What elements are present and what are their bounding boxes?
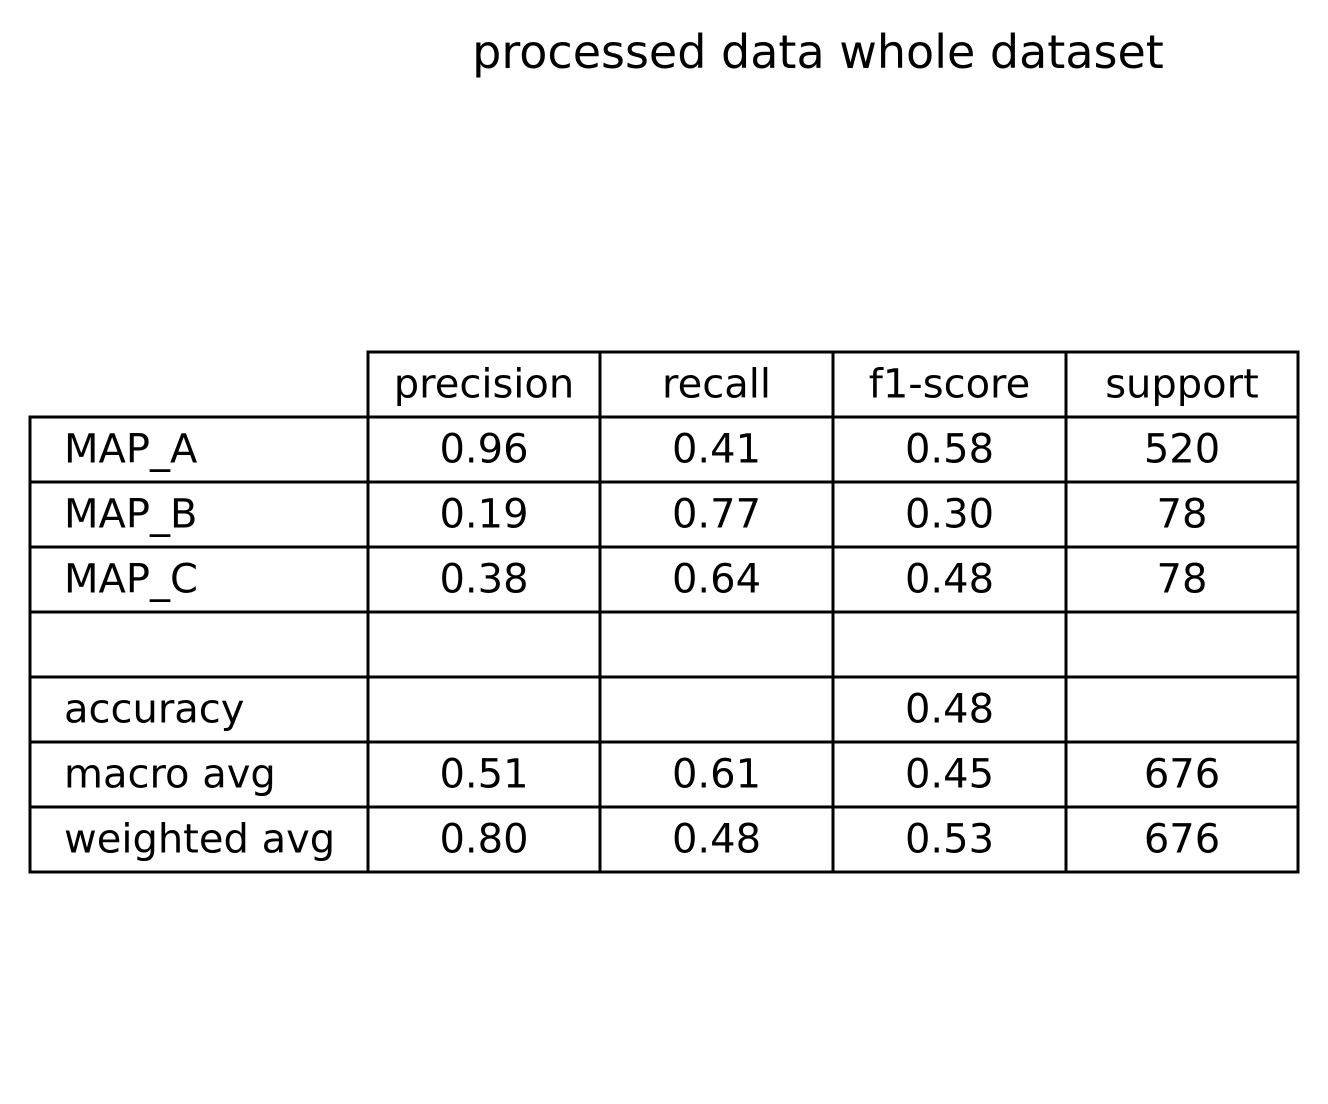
table-cell — [831, 610, 1068, 679]
table-cell — [598, 740, 835, 809]
column-header: f1-score — [869, 362, 1030, 408]
table-cell — [831, 415, 1068, 484]
table-cell — [1064, 545, 1300, 614]
table-cell — [598, 675, 835, 744]
row-label: accuracy — [64, 687, 244, 733]
cell-value: 0.48 — [905, 687, 994, 733]
cell-value: 78 — [1157, 492, 1208, 538]
table-cell — [1064, 415, 1300, 484]
cell-value: 0.80 — [439, 817, 528, 863]
cell-value: 78 — [1157, 557, 1208, 603]
cell-value: 0.53 — [905, 817, 994, 863]
cell-value: 0.41 — [672, 427, 761, 473]
table-cell — [366, 675, 602, 744]
column-header: precision — [394, 362, 574, 408]
table-cell — [831, 805, 1068, 874]
table-cell — [366, 545, 602, 614]
table-cell — [598, 545, 835, 614]
cell-value: 0.61 — [672, 752, 761, 798]
cell-value: 0.48 — [905, 557, 994, 603]
row-label-cell — [28, 610, 370, 679]
cell-value: 0.48 — [672, 817, 761, 863]
cell-value: 676 — [1144, 752, 1220, 798]
table-cell — [831, 545, 1068, 614]
cell-value: 0.58 — [905, 427, 994, 473]
row-label: weighted avg — [64, 817, 335, 863]
cell-value: 0.77 — [672, 492, 761, 538]
column-header: support — [1105, 362, 1259, 408]
row-label: MAP_B — [64, 492, 197, 538]
table-cell — [366, 610, 602, 679]
cell-value: 0.30 — [905, 492, 994, 538]
header-cell — [831, 350, 1068, 419]
header-cell — [598, 350, 835, 419]
cell-value: 0.64 — [672, 557, 761, 603]
header-cell — [366, 350, 602, 419]
table-cell — [831, 675, 1068, 744]
table-cell — [1064, 740, 1300, 809]
cell-value: 0.96 — [439, 427, 528, 473]
cell-value: 0.38 — [439, 557, 528, 603]
cell-value: 0.19 — [439, 492, 528, 538]
table-cell — [1064, 805, 1300, 874]
table-cell — [1064, 480, 1300, 549]
table-cell — [598, 805, 835, 874]
row-label: MAP_A — [64, 427, 198, 473]
table-cell — [1064, 675, 1300, 744]
table-cell — [366, 740, 602, 809]
row-label-cell — [28, 480, 370, 549]
row-label: macro avg — [64, 752, 276, 798]
row-label-cell — [28, 545, 370, 614]
table-cell — [598, 480, 835, 549]
table-cell — [831, 740, 1068, 809]
table-cell — [598, 610, 835, 679]
cell-value: 676 — [1144, 817, 1220, 863]
table-cell — [831, 480, 1068, 549]
cell-value: 0.51 — [439, 752, 528, 798]
row-label: MAP_C — [64, 557, 198, 603]
table-cell — [1064, 610, 1300, 679]
cell-value: 520 — [1144, 427, 1220, 473]
column-header: recall — [662, 362, 771, 408]
cell-value: 0.45 — [905, 752, 994, 798]
chart-title: processed data whole dataset — [472, 25, 1164, 79]
